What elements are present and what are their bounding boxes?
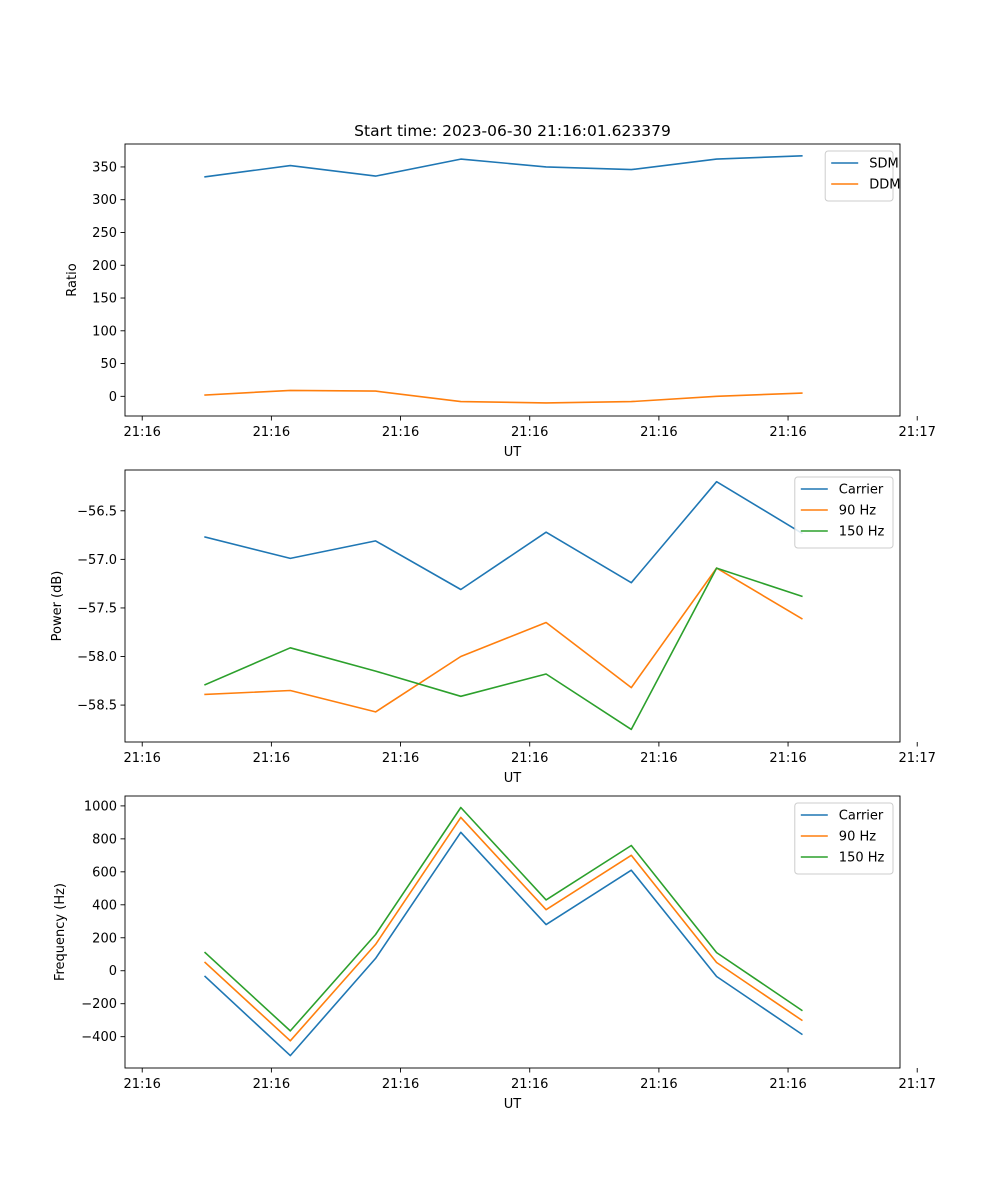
- x-tick-label: 21:16: [640, 425, 677, 440]
- subplot-1: 21:16 21:16 21:16 21:16 21:16 21:16 21:17 0 50 10…: [65, 143, 936, 460]
- y-tick-label: 300: [92, 193, 117, 208]
- x-tick-label: 21:16: [123, 751, 160, 766]
- x-tick-label: 21:16: [769, 1077, 806, 1092]
- y-tick-label: −57.5: [77, 601, 117, 616]
- y-tick-label: −200: [81, 997, 117, 1012]
- y-tick-label: 200: [92, 259, 117, 274]
- x-tick-label: 21:17: [898, 751, 935, 766]
- legend-label: 150 Hz: [839, 851, 885, 866]
- y-tick-label: 350: [92, 160, 117, 175]
- x-tick-label: 21:16: [253, 425, 290, 440]
- x-axis-label: UT: [504, 771, 522, 786]
- series-line-90-hz: [203, 816, 803, 1042]
- y-axis-label: Ratio: [65, 263, 80, 296]
- legend: SDM DDM: [824, 150, 900, 202]
- legend-label: Carrier: [839, 809, 884, 824]
- x-tick-label: 21:16: [123, 1077, 160, 1092]
- subplots: 21:16 21:16 21:16 21:16 21:16 21:16 21:17 0 50 10…: [50, 143, 936, 1112]
- x-tick-label: 21:17: [898, 1077, 935, 1092]
- y-tick-label: 150: [92, 292, 117, 307]
- x-axis-label: UT: [504, 1097, 522, 1112]
- series-line-carrier: [204, 480, 803, 591]
- y-tick-label: 0: [109, 964, 117, 979]
- y-tick-label: 100: [92, 324, 117, 339]
- subplot-2: 21:16 21:16 21:16 21:16 21:16 21:16 21:17 −58.5…: [50, 469, 936, 786]
- axes-frame: [124, 143, 901, 417]
- y-tick-label: 50: [100, 357, 117, 372]
- y-tick-label: −57.0: [77, 553, 117, 568]
- x-tick-label: 21:16: [123, 425, 160, 440]
- x-tick-label: 21:16: [769, 425, 806, 440]
- y-tick-label: 600: [92, 865, 117, 880]
- legend-label: SDM: [869, 157, 898, 172]
- legend-label: 90 Hz: [839, 830, 876, 845]
- series-line-sdm: [204, 154, 803, 178]
- legend: Carrier 90 Hz 150 Hz: [794, 476, 894, 549]
- x-tick-label: 21:16: [511, 1077, 548, 1092]
- y-tick-label: 1000: [84, 799, 117, 814]
- x-axis-label: UT: [504, 445, 522, 460]
- series-line-ddm: [204, 389, 803, 404]
- subplot-3: 21:16 21:16 21:16 21:16 21:16 21:16 21:17 −400 −…: [53, 795, 936, 1112]
- legend-label: 150 Hz: [839, 525, 885, 540]
- series-line-150-hz: [204, 567, 803, 731]
- figure-title: Start time: 2023-06-30 21:16:01.623379: [354, 122, 671, 140]
- legend-label: Carrier: [839, 483, 884, 498]
- x-tick-label: 21:16: [382, 751, 419, 766]
- y-tick-label: −58.0: [77, 650, 117, 665]
- x-tick-label: 21:16: [253, 1077, 290, 1092]
- x-tick-label: 21:16: [640, 751, 677, 766]
- x-tick-label: 21:16: [253, 751, 290, 766]
- y-tick-label: 400: [92, 898, 117, 913]
- y-tick-label: −58.5: [77, 699, 117, 714]
- series-line-90-hz: [204, 567, 803, 713]
- x-tick-label: 21:16: [382, 425, 419, 440]
- legend-label: DDM: [869, 178, 900, 193]
- x-tick-label: 21:16: [511, 751, 548, 766]
- axes-frame: [124, 469, 901, 743]
- y-tick-label: 800: [92, 832, 117, 847]
- y-tick-label: 200: [92, 931, 117, 946]
- legend: Carrier 90 Hz 150 Hz: [794, 802, 894, 875]
- x-tick-label: 21:16: [382, 1077, 419, 1092]
- x-tick-label: 21:16: [640, 1077, 677, 1092]
- legend-label: 90 Hz: [839, 504, 876, 519]
- y-tick-label: −400: [81, 1030, 117, 1045]
- x-tick-label: 21:16: [511, 425, 548, 440]
- y-tick-label: −56.5: [77, 504, 117, 519]
- y-axis-label: Power (dB): [50, 571, 65, 642]
- y-tick-label: 250: [92, 226, 117, 241]
- x-tick-label: 21:16: [769, 751, 806, 766]
- series-line-carrier: [203, 831, 803, 1057]
- y-axis-label: Frequency (Hz): [53, 883, 68, 981]
- x-tick-label: 21:17: [898, 425, 935, 440]
- y-tick-label: 0: [109, 390, 117, 405]
- series-line-150-hz: [203, 806, 803, 1032]
- axes-frame: [124, 795, 901, 1069]
